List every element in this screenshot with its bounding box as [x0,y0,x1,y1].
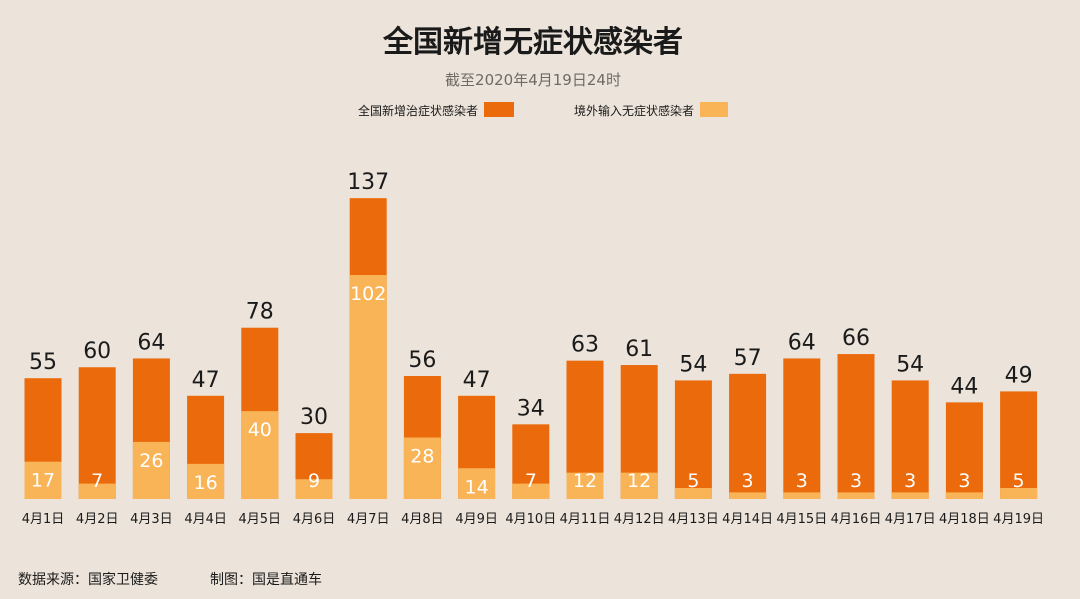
x-tick-label-14: 4月14日 [722,512,773,527]
total-label-12: 61 [625,337,653,362]
chart-credit-note: 制图：国是直通车 [210,571,322,588]
bar-imported-1 [24,461,62,499]
bar-total-14 [729,373,767,499]
imported-label-13: 5 [687,470,699,492]
bar-total-13 [674,380,712,499]
x-tick-label-4: 4月4日 [184,512,227,527]
total-label-7: 137 [347,170,389,195]
x-tick-label-18: 4月18日 [939,512,990,527]
bar-imported-4 [187,463,225,499]
total-label-10: 34 [517,396,545,421]
bar-imported-8 [403,437,441,499]
total-label-8: 56 [408,348,436,373]
imported-label-2: 7 [91,470,103,492]
legend-swatch-domestic [484,102,514,117]
x-tick-label-16: 4月16日 [831,512,882,527]
imported-label-18: 3 [958,470,970,492]
total-label-2: 60 [83,339,111,364]
bars-group: 5517607642647167840309137102562847143476… [24,170,1038,499]
total-label-17: 54 [896,352,924,377]
bar-imported-16 [837,492,875,499]
imported-label-16: 3 [850,470,862,492]
imported-label-17: 3 [904,470,916,492]
x-tick-label-2: 4月2日 [76,512,119,527]
imported-label-19: 5 [1013,470,1025,492]
total-label-16: 66 [842,326,870,351]
imported-label-14: 3 [742,470,754,492]
bar-total-19 [1000,391,1038,499]
legend-swatch-imported [700,102,728,117]
legend-label-imported: 境外输入无症状感染者 [574,103,694,118]
bar-imported-14 [729,492,767,499]
bar-imported-2 [78,483,116,499]
bar-imported-19 [1000,488,1038,499]
bar-imported-7 [349,275,387,499]
total-label-5: 78 [246,300,274,325]
total-label-4: 47 [192,368,220,393]
x-tick-label-13: 4月13日 [668,512,719,527]
total-label-14: 57 [734,346,762,371]
x-tick-label-7: 4月7日 [347,512,390,527]
imported-label-10: 7 [525,470,537,492]
bar-imported-17 [891,492,929,499]
imported-label-12: 12 [627,470,651,492]
bar-imported-6 [295,479,333,499]
imported-label-4: 16 [194,472,218,494]
x-tick-label-15: 4月15日 [776,512,827,527]
x-axis-ticks: 4月1日 4月2日 4月3日 4月4日 4月5日 4月6日 4月7日 4月8日 4月9日 4月10… [22,512,1044,527]
bar-imported-10 [512,483,550,499]
bar-imported-11 [566,472,604,499]
x-tick-label-5: 4月5日 [239,512,282,527]
imported-label-8: 28 [410,446,434,468]
bar-imported-18 [945,492,983,499]
imported-label-15: 3 [796,470,808,492]
imported-label-11: 12 [573,470,597,492]
total-label-9: 47 [463,368,491,393]
data-source-note: 数据来源：国家卫健委 [18,571,158,588]
total-label-18: 44 [950,374,978,399]
x-tick-label-9: 4月9日 [455,512,498,527]
bar-imported-15 [783,492,821,499]
imported-label-3: 26 [139,450,163,472]
x-tick-label-3: 4月3日 [130,512,173,527]
bar-imported-12 [620,472,658,499]
bar-imported-9 [458,468,496,499]
x-tick-label-6: 4月6日 [293,512,336,527]
x-tick-label-1: 4月1日 [22,512,65,527]
imported-label-1: 17 [31,470,55,492]
chart-subtitle: 截至2020年4月19日24时 [445,71,621,89]
total-label-3: 64 [137,330,165,355]
total-label-6: 30 [300,405,328,430]
total-label-11: 63 [571,333,599,358]
x-tick-label-10: 4月10日 [505,512,556,527]
bar-total-16 [837,354,875,499]
x-tick-label-17: 4月17日 [885,512,936,527]
imported-label-7: 102 [350,283,386,305]
total-label-13: 54 [679,352,707,377]
bar-total-18 [945,402,983,499]
x-tick-label-19: 4月19日 [993,512,1044,527]
legend-label-domestic: 全国新增治症状感染者 [358,103,478,118]
imported-label-5: 40 [248,419,272,441]
total-label-19: 49 [1005,363,1033,388]
bar-imported-5 [241,411,279,499]
imported-label-9: 14 [465,476,489,498]
bar-imported-13 [674,488,712,499]
bar-total-15 [783,358,821,499]
bar-total-17 [891,380,929,499]
footer: 数据来源：国家卫健委 制图：国是直通车 [18,571,322,588]
x-tick-label-12: 4月12日 [614,512,665,527]
bar-imported-3 [132,441,170,499]
x-tick-label-8: 4月8日 [401,512,444,527]
legend: 全国新增治症状感染者 境外输入无症状感染者 [358,102,728,118]
total-label-15: 64 [788,330,816,355]
total-label-1: 55 [29,350,57,375]
bar-total-2 [78,367,116,499]
chart-title: 全国新增无症状感染者 [382,25,683,60]
imported-label-6: 9 [308,470,320,492]
x-tick-label-11: 4月11日 [560,512,611,527]
